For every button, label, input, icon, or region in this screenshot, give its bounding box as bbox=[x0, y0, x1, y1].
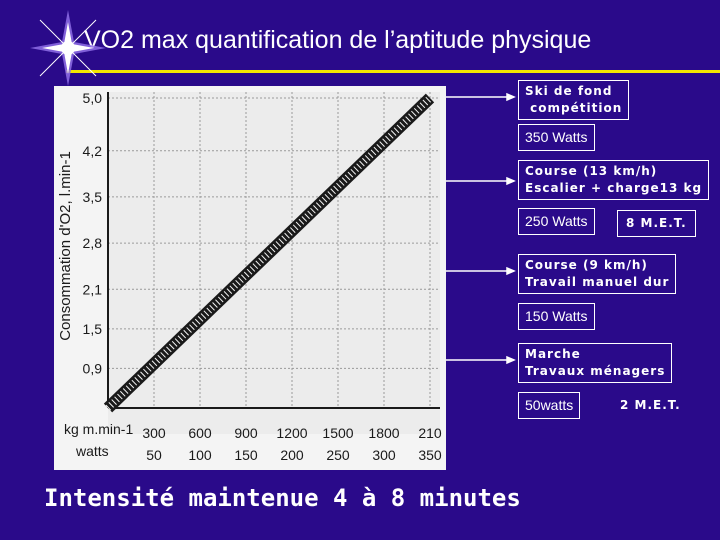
x-tick-label-watts: 300 bbox=[372, 447, 396, 463]
y-tick-label: 2,8 bbox=[83, 235, 103, 251]
y-tick-label: 1,5 bbox=[83, 321, 103, 337]
x-tick-label-watts: 200 bbox=[280, 447, 304, 463]
x-tick-label-kgm: 210 bbox=[418, 425, 442, 441]
series-line-texture bbox=[105, 95, 433, 411]
y-tick-label: 5,0 bbox=[83, 90, 103, 106]
title-rule bbox=[66, 70, 720, 73]
callout-course-13: Course (13 km/h) Escalier + charge13 kg bbox=[518, 160, 710, 200]
x-axis-label-watts: watts bbox=[75, 443, 109, 459]
y-tick-label: 0,9 bbox=[83, 360, 103, 376]
y-tick-label: 2,1 bbox=[83, 281, 103, 297]
callout-350-watts: 350 Watts bbox=[518, 124, 595, 151]
x-axis-label-kgm: kg m.min-1 bbox=[64, 421, 133, 437]
x-tick-label-kgm: 1200 bbox=[276, 425, 307, 441]
bottom-caption: Intensité maintenue 4 à 8 minutes bbox=[44, 484, 521, 512]
vo2-chart: 5,0 4,2 3,5 2,8 2,1 1,5 0,9 300 600 900 1200 1500 1… bbox=[54, 86, 446, 470]
sparkle-star-icon bbox=[30, 10, 106, 86]
callout-50-watts: 50watts bbox=[518, 392, 581, 419]
x-tick-label-watts: 50 bbox=[146, 447, 162, 463]
x-tick-label-kgm: 300 bbox=[142, 425, 166, 441]
x-tick-label-kgm: 900 bbox=[234, 425, 258, 441]
x-tick-label-kgm: 1800 bbox=[368, 425, 399, 441]
callout-ski-de-fond: Ski de fond compétition bbox=[518, 80, 630, 120]
callout-150-watts: 150 Watts bbox=[518, 303, 595, 330]
y-tick-label: 4,2 bbox=[83, 143, 103, 159]
callout-marche: Marche Travaux ménagers bbox=[518, 343, 673, 383]
x-tick-label-kgm: 1500 bbox=[322, 425, 353, 441]
x-tick-label-watts: 350 bbox=[418, 447, 442, 463]
y-tick-label: 3,5 bbox=[83, 189, 103, 205]
callout-8-met: 8 M.E.T. bbox=[617, 210, 696, 237]
slide-title: VO2 max quantification de l’aptitude phy… bbox=[84, 26, 592, 54]
y-axis-label: Consommation d'O2, l.min-1 bbox=[57, 151, 74, 341]
x-tick-label-kgm: 600 bbox=[188, 425, 212, 441]
callout-2-met: 2 M.E.T. bbox=[620, 398, 681, 412]
callout-course-9: Course (9 km/h) Travail manuel dur bbox=[518, 254, 677, 294]
x-tick-label-watts: 100 bbox=[188, 447, 212, 463]
x-tick-label-watts: 250 bbox=[326, 447, 350, 463]
x-tick-label-watts: 150 bbox=[234, 447, 258, 463]
callout-250-watts: 250 Watts bbox=[518, 208, 595, 235]
